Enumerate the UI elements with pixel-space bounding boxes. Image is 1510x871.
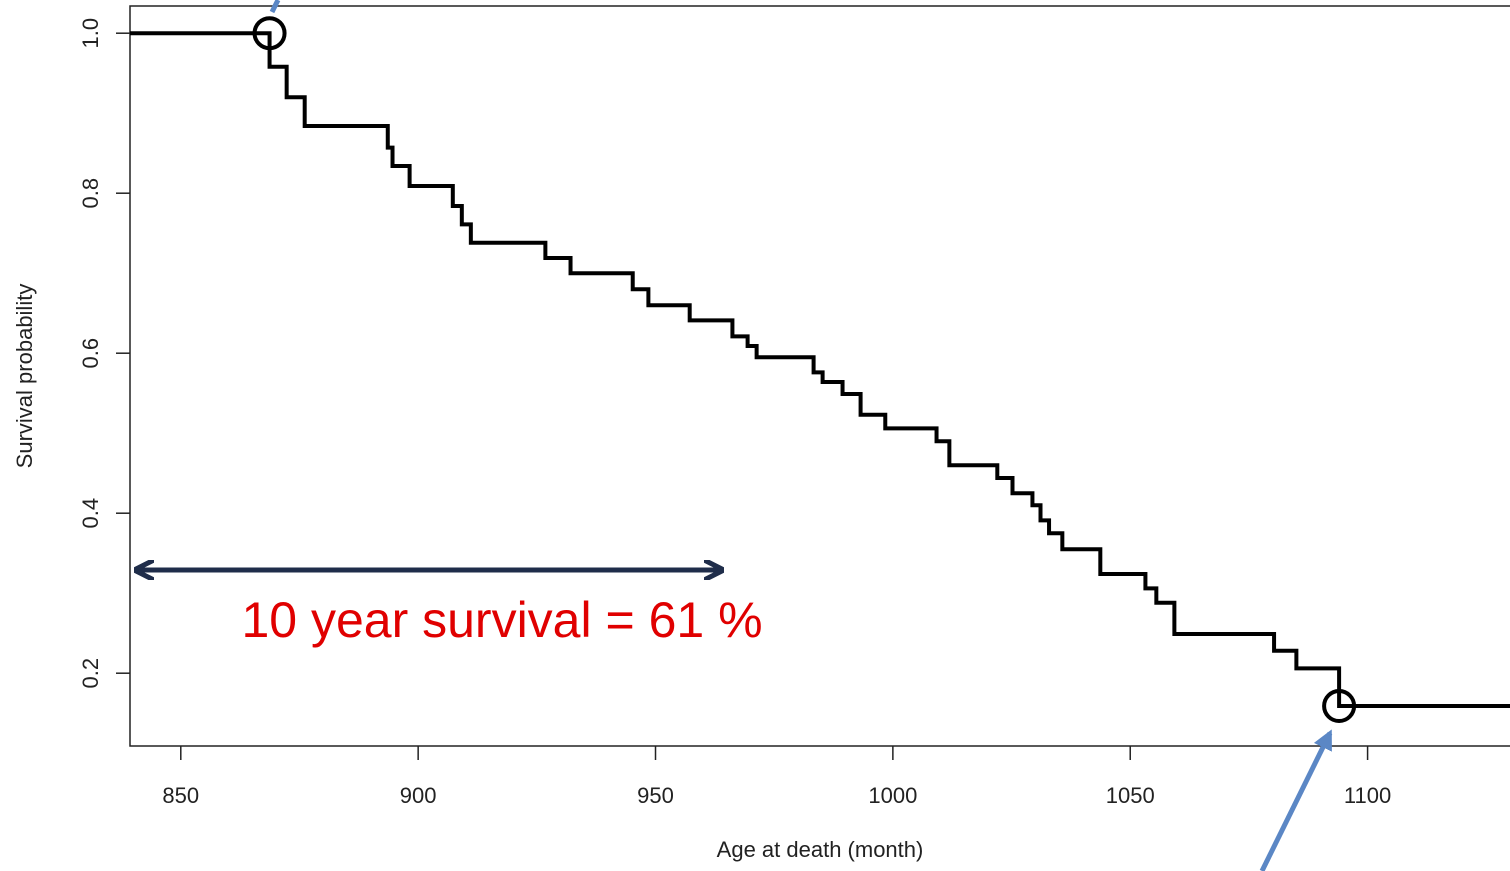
plot-frame: [129, 5, 1510, 747]
x-tick-label: 1050: [1106, 783, 1155, 808]
y-tick-label: 0.4: [78, 498, 103, 529]
x-tick-label: 1100: [1344, 783, 1391, 808]
x-tick-label: 900: [400, 783, 437, 808]
y-tick-label: 0.2: [78, 658, 103, 689]
y-tick-label: 1.0: [78, 18, 103, 49]
x-tick-label: 950: [637, 783, 674, 808]
x-axis-label: Age at death (month): [717, 837, 924, 862]
x-tick-label: 850: [162, 783, 199, 808]
pointer-arrow: [1259, 729, 1333, 871]
y-tick-label: 0.6: [78, 338, 103, 369]
x-tick-label: 1000: [868, 783, 917, 808]
survival-curve: [130, 31, 1510, 708]
highlight-circle: [1322, 689, 1357, 723]
y-axis-label: Survival probability: [12, 284, 37, 469]
highlight-circle: [252, 16, 287, 51]
y-tick-label: 0.8: [78, 178, 103, 209]
annotation: 10 year survival = 61 %: [241, 592, 762, 648]
pointer-arrow: [269, 0, 281, 14]
